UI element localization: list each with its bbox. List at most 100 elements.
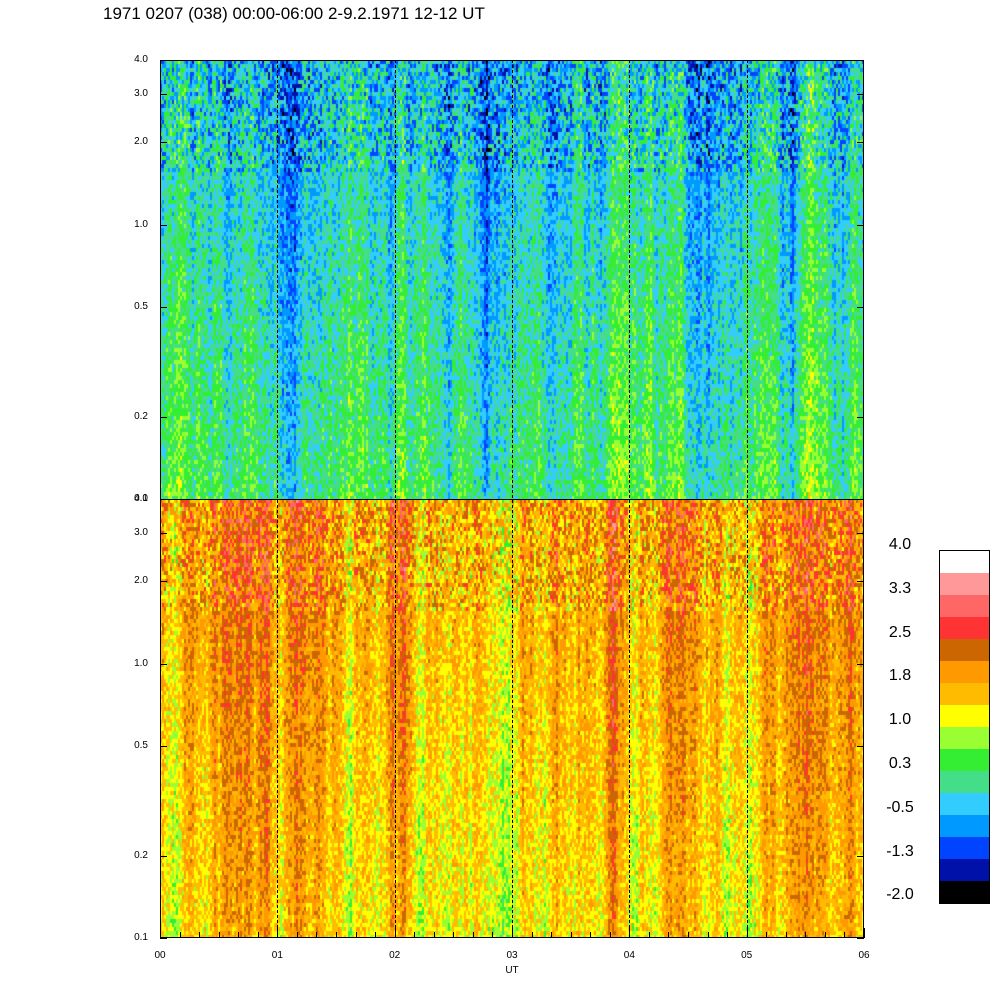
y-tick-label: 3.0 — [134, 527, 148, 539]
x-tick-mark — [414, 932, 416, 938]
x-tick-mark — [727, 932, 729, 938]
x-tick-mark — [512, 928, 513, 938]
y-tick-label: 0.2 — [134, 410, 148, 422]
x-tick-mark — [551, 932, 553, 938]
y-tick-mark — [160, 499, 167, 500]
x-tick-mark — [492, 932, 494, 938]
chart-title: 1971 0207 (038) 00:00-06:00 2-9.2.1971 1… — [103, 4, 485, 23]
colorbar-label: 3.3 — [888, 579, 912, 597]
y-tick-mark — [857, 224, 864, 226]
x-tick-mark — [688, 932, 689, 938]
colorbar-segment — [940, 771, 989, 793]
y-tick-label: 1.0 — [134, 218, 148, 230]
colorbar-segment — [940, 837, 989, 859]
y-tick-mark — [160, 60, 167, 61]
colorbar-label: 2.5 — [888, 623, 912, 641]
x-tick-mark — [785, 932, 787, 938]
x-tick-label: 01 — [271, 950, 283, 961]
colorbar-segment — [940, 727, 989, 749]
x-tick-label: 03 — [506, 950, 518, 961]
x-tick-mark — [668, 932, 670, 938]
colorbar-segment — [940, 683, 989, 705]
x-tick-mark — [336, 932, 337, 938]
x-tick-label: 04 — [623, 950, 635, 961]
colorbar-segment — [940, 661, 989, 683]
y-tick-label: 0.1 — [134, 932, 148, 943]
colorbar-segment — [940, 749, 989, 771]
x-tick-mark — [160, 928, 161, 938]
y-tick-mark — [160, 307, 167, 309]
x-tick-mark — [707, 932, 709, 938]
colorbar-segment — [940, 551, 989, 573]
y-tick-label: 0.5 — [134, 740, 148, 752]
y-tick-label: 1.0 — [134, 657, 148, 669]
x-tick-mark — [238, 932, 240, 938]
colorbar-segment — [940, 881, 989, 903]
x-tick-mark — [277, 928, 279, 938]
x-tick-mark — [394, 928, 396, 938]
colorbar-segment — [940, 705, 989, 727]
y-tick-label: 4.0 — [134, 493, 148, 504]
x-tick-label: 00 — [154, 950, 166, 961]
x-tick-mark — [218, 932, 220, 938]
x-tick-mark — [629, 928, 631, 938]
y-tick-mark — [857, 416, 864, 418]
x-tick-label: 05 — [741, 950, 753, 961]
colorbar-segment — [940, 815, 989, 837]
y-tick-label: 0.2 — [134, 849, 148, 861]
x-tick-mark — [766, 932, 768, 938]
colorbar-segment — [940, 617, 989, 639]
x-tick-mark — [590, 932, 592, 938]
y-tick-mark — [160, 855, 167, 857]
colorbar-label: 0.3 — [888, 755, 912, 772]
y-tick-mark — [160, 416, 167, 418]
y-tick-mark — [857, 499, 864, 500]
y-tick-mark — [857, 142, 864, 144]
x-tick-mark — [355, 932, 357, 938]
x-tick-mark — [531, 932, 533, 938]
colorbar-segment — [940, 859, 989, 881]
x-tick-mark — [433, 932, 435, 938]
y-tick-mark — [160, 224, 167, 226]
y-tick-mark — [857, 307, 864, 309]
x-tick-mark — [805, 932, 807, 938]
x-tick-mark — [746, 928, 748, 938]
x-tick-mark — [199, 932, 201, 938]
y-tick-mark — [857, 581, 864, 583]
y-tick-label: 2.0 — [134, 136, 148, 148]
colorbar-label: 1.0 — [888, 711, 912, 729]
x-tick-mark — [179, 932, 181, 938]
x-tick-mark — [844, 932, 846, 938]
y-tick-label: 2.0 — [134, 575, 148, 587]
y-tick-mark — [160, 533, 167, 535]
x-tick-mark — [472, 932, 474, 938]
y-tick-mark — [160, 581, 167, 583]
x-tick-mark — [257, 932, 259, 938]
y-tick-mark — [857, 663, 864, 665]
colorbar-label: -0.5 — [886, 798, 914, 816]
colorbar-label: -2.0 — [886, 886, 914, 904]
y-tick-label: 3.0 — [134, 88, 148, 100]
y-tick-mark — [160, 94, 167, 96]
x-tick-mark — [375, 932, 377, 938]
x-tick-mark — [824, 932, 826, 938]
y-tick-mark — [857, 533, 864, 535]
y-tick-label: 0.5 — [134, 301, 148, 313]
colorbar — [939, 550, 990, 904]
colorbar-label: 4.0 — [888, 536, 912, 553]
x-tick-mark — [453, 932, 455, 938]
y-tick-mark — [160, 746, 167, 748]
y-tick-mark — [857, 746, 864, 748]
panel-divider — [160, 499, 864, 500]
x-tick-mark — [296, 932, 298, 938]
x-tick-label: 06 — [858, 950, 870, 961]
colorbar-segment — [940, 639, 989, 661]
x-tick-mark — [316, 932, 318, 938]
y-tick-mark — [160, 142, 167, 144]
y-tick-mark — [857, 855, 864, 857]
y-tick-mark — [857, 938, 864, 939]
colorbar-segment — [940, 595, 989, 617]
x-tick-mark — [570, 932, 572, 938]
x-tick-mark — [864, 928, 865, 938]
y-tick-mark — [160, 938, 167, 939]
